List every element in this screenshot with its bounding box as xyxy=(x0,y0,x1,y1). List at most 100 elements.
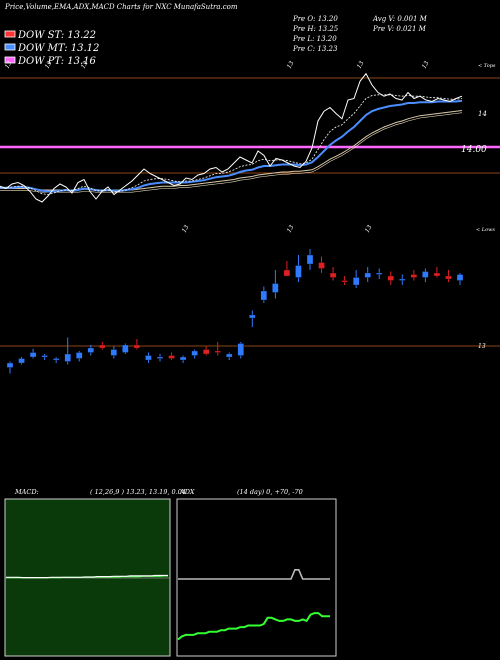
avg-volume: Avg V: 0.001 M xyxy=(372,15,428,23)
candle-right-label: 13 xyxy=(478,343,486,350)
candlestick-panel: 13 13 13 xyxy=(0,224,500,374)
candle xyxy=(387,271,394,285)
tops-corner-label: < Tops xyxy=(478,63,496,69)
candle-body xyxy=(41,355,48,358)
top-tick-label: 13 xyxy=(44,60,54,70)
candle xyxy=(226,352,233,360)
candle xyxy=(133,339,141,350)
prev-volume: Pre V: 0.021 M xyxy=(372,25,427,33)
candle-body xyxy=(387,275,394,281)
candle-body xyxy=(306,254,314,265)
candle xyxy=(53,357,60,363)
candle xyxy=(329,267,337,281)
level-14-label: 14 xyxy=(478,110,487,118)
candle xyxy=(191,349,198,359)
candle xyxy=(29,348,37,359)
top-tick-label: 13 xyxy=(421,60,431,70)
top-tick-label: 13 xyxy=(356,60,366,70)
close-price-line xyxy=(0,72,463,203)
candle-body xyxy=(422,271,429,278)
candle-body xyxy=(214,350,221,353)
macd-line xyxy=(6,574,168,579)
candle xyxy=(156,354,164,362)
macd-label: MACD: xyxy=(14,488,39,496)
candle-body xyxy=(226,353,233,358)
candle xyxy=(237,342,244,359)
candle xyxy=(456,273,464,285)
candle-body xyxy=(295,265,302,278)
candle xyxy=(249,310,256,327)
candle xyxy=(445,270,452,282)
candle-body xyxy=(260,290,267,301)
prev-open: Pre O: 13.20 xyxy=(292,15,338,23)
dow-st-label: DOW ST: 13.22 xyxy=(17,30,96,41)
candle xyxy=(64,337,71,365)
candle-top-tick-label: 13 xyxy=(364,224,374,234)
candle xyxy=(283,261,291,277)
dow-pt-swatch xyxy=(4,56,16,64)
candle xyxy=(376,268,383,279)
candle xyxy=(260,286,267,303)
ema-long-band xyxy=(0,112,463,193)
candle-body xyxy=(410,274,417,278)
dow-st-swatch xyxy=(4,30,16,38)
candle-body xyxy=(99,344,106,349)
candle-top-tick-label: 13 xyxy=(181,224,191,234)
ema-short-line xyxy=(0,94,463,195)
candle-body xyxy=(237,343,244,356)
candle-body xyxy=(329,272,337,278)
adx-line xyxy=(177,612,330,641)
candle xyxy=(364,267,371,282)
candle-body xyxy=(156,356,164,359)
candle xyxy=(76,351,83,362)
candle-body xyxy=(122,344,129,353)
adx-panel-bg xyxy=(176,498,337,657)
candle xyxy=(318,256,325,273)
candle xyxy=(18,357,25,365)
adx-panel xyxy=(177,569,330,641)
candle-body xyxy=(18,358,25,364)
candle xyxy=(272,270,279,299)
candle xyxy=(41,354,48,360)
prev-low: Pre L: 13.20 xyxy=(292,35,337,43)
candle xyxy=(179,355,187,363)
prev-high: Pre H: 13.25 xyxy=(292,25,339,33)
top-tick-label: 13 xyxy=(80,60,90,70)
top-tick-label: 13 xyxy=(286,60,296,70)
ema-mid-line xyxy=(0,99,463,193)
candle-body xyxy=(318,262,325,269)
top-tick-label: 13 xyxy=(4,60,14,70)
candle xyxy=(99,342,106,350)
candle xyxy=(6,361,14,374)
candle xyxy=(87,345,94,356)
price-ema-panel: 13 13 13 13 13 13 xyxy=(0,60,500,203)
candle-body xyxy=(179,356,187,361)
lows-corner-label: < Lows xyxy=(476,227,495,233)
candle xyxy=(122,343,129,354)
dow-mt-swatch xyxy=(4,43,16,51)
dow-pt-label: DOW PT: 13.16 xyxy=(17,56,97,67)
candle-body xyxy=(249,314,256,319)
candle-body xyxy=(445,275,452,280)
candle-body xyxy=(168,355,175,359)
candle xyxy=(214,342,221,356)
candle-body xyxy=(433,272,441,277)
candle xyxy=(399,274,406,285)
adx-label: ADX xyxy=(179,488,195,496)
candle-body xyxy=(145,355,152,361)
adx-di-line xyxy=(178,569,330,580)
candle-body xyxy=(133,344,141,349)
candle xyxy=(110,346,117,359)
candle-body xyxy=(64,353,71,362)
candle-body xyxy=(456,274,464,281)
prev-close: Pre C: 13.23 xyxy=(292,45,338,53)
candle-body xyxy=(203,349,210,355)
candle-body xyxy=(376,272,383,275)
candle-body xyxy=(364,272,371,278)
candle-body xyxy=(283,269,291,277)
candle-body xyxy=(110,349,117,356)
candle-top-tick-label: 13 xyxy=(286,224,296,234)
macd-params: ( 12,26,9 ) 13.23, 13.19, 0.04 xyxy=(90,488,186,496)
candle xyxy=(410,270,417,281)
